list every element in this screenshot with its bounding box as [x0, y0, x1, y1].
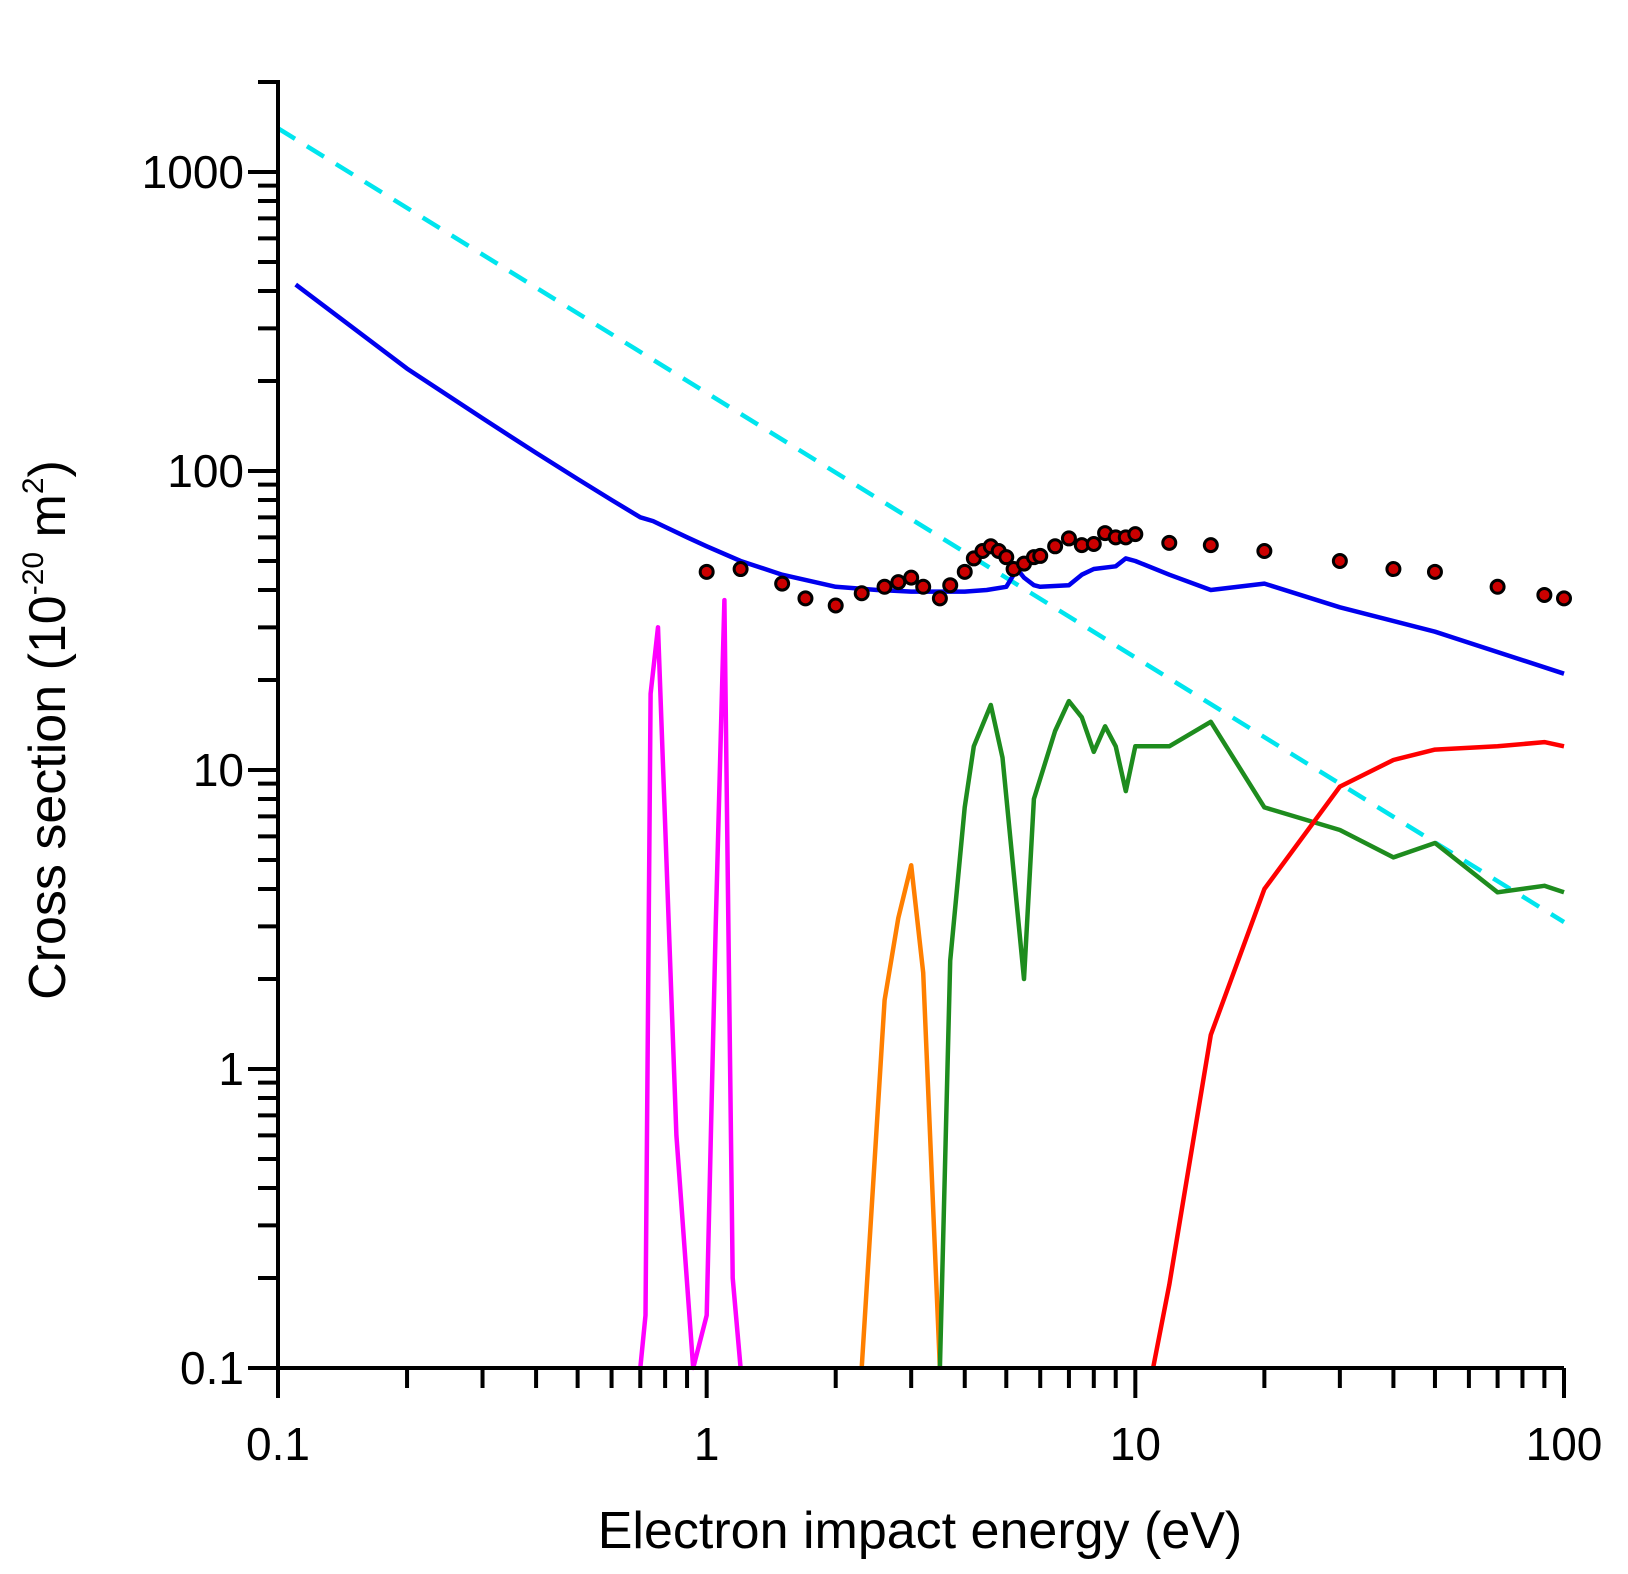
data-point: [827, 597, 844, 614]
data-point: [853, 585, 870, 602]
x-axis-title: Electron impact energy (eV): [598, 1502, 1243, 1560]
data-point: [1032, 547, 1049, 564]
x-tick-label: 0.1: [246, 1418, 310, 1470]
y-tick-label: 1: [218, 1043, 244, 1095]
data-point: [915, 578, 932, 595]
series-line-1: [276, 126, 1566, 925]
data-point: [1060, 530, 1077, 547]
series-line-4: [859, 863, 943, 1369]
y-tick-label: 0.1: [180, 1342, 244, 1394]
y-tick-label: 100: [167, 445, 244, 497]
data-point: [1202, 537, 1219, 554]
data-point: [774, 575, 791, 592]
x-tick-label: 100: [1526, 1418, 1603, 1470]
y-axis-title: Cross section (10-20 m2): [17, 460, 77, 1000]
data-point: [732, 561, 749, 578]
data-point: [1085, 535, 1102, 552]
data-point: [1536, 586, 1553, 603]
data-point: [1556, 590, 1572, 607]
data-point: [931, 590, 948, 607]
y-tick-label: 1000: [142, 146, 244, 198]
series-line-3: [638, 597, 743, 1371]
data-point: [1385, 561, 1402, 578]
series-line-2: [294, 282, 1565, 676]
data-point: [1256, 543, 1273, 560]
data-point: [1127, 526, 1144, 543]
data-point: [903, 569, 920, 586]
x-tick-label: 1: [694, 1418, 720, 1470]
data-point: [1047, 538, 1064, 555]
axis-layer: 0.1 1 10 100 0.1 1 10 100 1000: [142, 79, 1603, 1470]
data-point: [998, 549, 1015, 566]
series-layer: [276, 126, 1572, 1371]
data-point: [1161, 534, 1178, 551]
data-point: [1489, 578, 1506, 595]
data-point: [698, 563, 715, 580]
data-point: [1426, 563, 1443, 580]
data-point: [890, 574, 907, 591]
series-line-6: [1150, 739, 1565, 1369]
data-point: [956, 563, 973, 580]
series-line-5: [937, 698, 1565, 1369]
data-point: [1331, 553, 1348, 570]
x-tick-label: 10: [1110, 1418, 1161, 1470]
data-point: [876, 578, 893, 595]
data-point: [797, 590, 814, 607]
y-tick-label: 10: [193, 744, 244, 796]
data-point: [942, 577, 959, 594]
